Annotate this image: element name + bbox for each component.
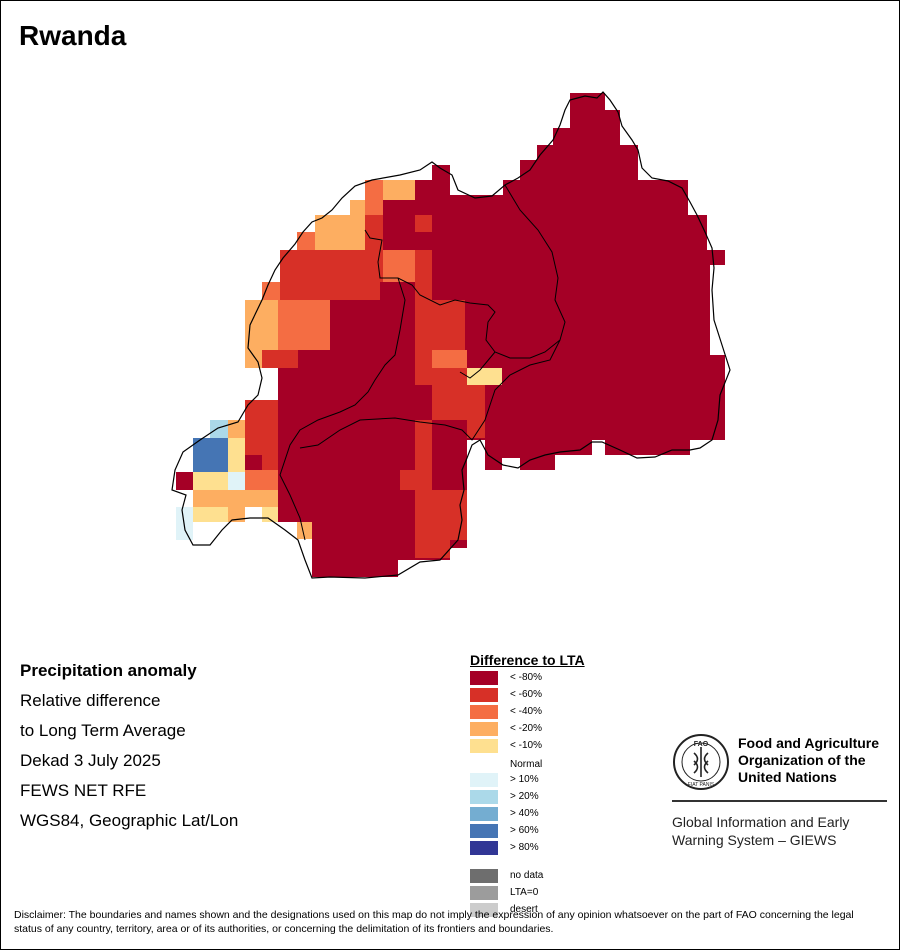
legend-label: desert xyxy=(510,904,538,915)
province-boundary xyxy=(279,277,406,541)
legend-swatch xyxy=(470,841,498,855)
map-title: Rwanda xyxy=(19,20,127,51)
anomaly-grid xyxy=(176,93,725,577)
map-info-line: to Long Term Average xyxy=(20,721,186,740)
disclaimer: Disclaimer: The boundaries and names sho… xyxy=(14,909,854,935)
legend-label: > 40% xyxy=(510,808,539,819)
legend-label: no data xyxy=(510,870,544,881)
organization-name-line: Food and Agriculture xyxy=(738,735,880,751)
region-deficit xyxy=(262,282,280,300)
legend-swatch xyxy=(470,903,498,917)
region-moderate-deficit xyxy=(297,522,312,539)
region-strong-deficit xyxy=(400,420,467,558)
legend-swatch xyxy=(470,790,498,804)
map-info: Precipitation anomaly Relative differenc… xyxy=(20,656,238,836)
province-boundary xyxy=(364,184,566,359)
region-deficit xyxy=(245,470,278,490)
region-surplus-low xyxy=(228,472,245,490)
legend-label: > 80% xyxy=(510,842,539,853)
region-slight-deficit xyxy=(228,438,245,472)
legend-label: < -20% xyxy=(510,723,542,734)
map-variable: Precipitation anomaly xyxy=(20,661,197,680)
region-moderate-deficit xyxy=(315,200,365,250)
legend-label: LTA=0 xyxy=(510,887,539,898)
fao-logo: FAO FIAT PANIS xyxy=(673,734,729,790)
legend-swatch xyxy=(470,886,498,900)
legend-swatch xyxy=(470,869,498,883)
region-slight-deficit xyxy=(467,368,502,385)
fao-logo-motto: FIAT PANIS xyxy=(688,782,715,788)
legend-swatch xyxy=(470,722,498,736)
divider xyxy=(672,800,887,802)
country-border xyxy=(171,91,731,579)
region-surplus-mid xyxy=(210,420,228,438)
region-deficit xyxy=(432,350,467,368)
region-moderate-deficit xyxy=(193,490,278,507)
region-strong-deficit xyxy=(415,250,500,438)
legend-label: < -10% xyxy=(510,740,542,751)
legend-label: > 20% xyxy=(510,791,539,802)
organization-name-line: Organization of the xyxy=(738,752,866,768)
map-period: Dekad 3 July 2025 xyxy=(20,751,161,770)
map-info-line: Relative difference xyxy=(20,691,161,710)
legend-label: < -80% xyxy=(510,672,542,683)
system-name-line: Global Information and Early xyxy=(672,814,850,830)
legend-label: < -60% xyxy=(510,689,542,700)
legend-swatch xyxy=(470,807,498,821)
map-projection: WGS84, Geographic Lat/Lon xyxy=(20,811,239,830)
map-source: FEWS NET RFE xyxy=(20,781,147,800)
region-moderate-deficit xyxy=(383,180,415,200)
region-deficit xyxy=(297,232,315,250)
fao-logo-text: FAO xyxy=(694,741,709,748)
region-strong-deficit xyxy=(245,400,278,470)
legend-swatch xyxy=(470,688,498,702)
legend-label: > 60% xyxy=(510,825,539,836)
region-deficit xyxy=(278,300,330,350)
region-moderate-deficit xyxy=(228,507,245,522)
legend-swatch xyxy=(470,705,498,719)
legend-label: > 10% xyxy=(510,774,539,785)
province-boundary xyxy=(459,351,496,379)
legend-normal-label: Normal xyxy=(510,759,543,770)
legend-swatch xyxy=(470,824,498,838)
province-boundaries xyxy=(279,184,566,541)
legend-swatch xyxy=(470,739,498,753)
legend-swatch xyxy=(470,671,498,685)
region-deficit xyxy=(383,250,415,282)
region-surplus-high xyxy=(193,438,228,472)
legend-label: < -40% xyxy=(510,706,542,717)
region-slight-deficit xyxy=(193,472,228,490)
province-boundary xyxy=(299,339,561,449)
organization-name: Food and Agriculture Organization of the… xyxy=(738,735,879,786)
organization-name-line: United Nations xyxy=(738,769,837,785)
legend-swatch xyxy=(470,773,498,787)
legend-title: Difference to LTA xyxy=(470,652,585,668)
region-strong-deficit xyxy=(415,215,432,232)
system-name-line: Warning System – GIEWS xyxy=(672,832,837,848)
region-slight-deficit xyxy=(193,507,228,522)
system-name: Global Information and Early Warning Sys… xyxy=(672,813,849,849)
region-deep-deficit xyxy=(176,472,193,490)
